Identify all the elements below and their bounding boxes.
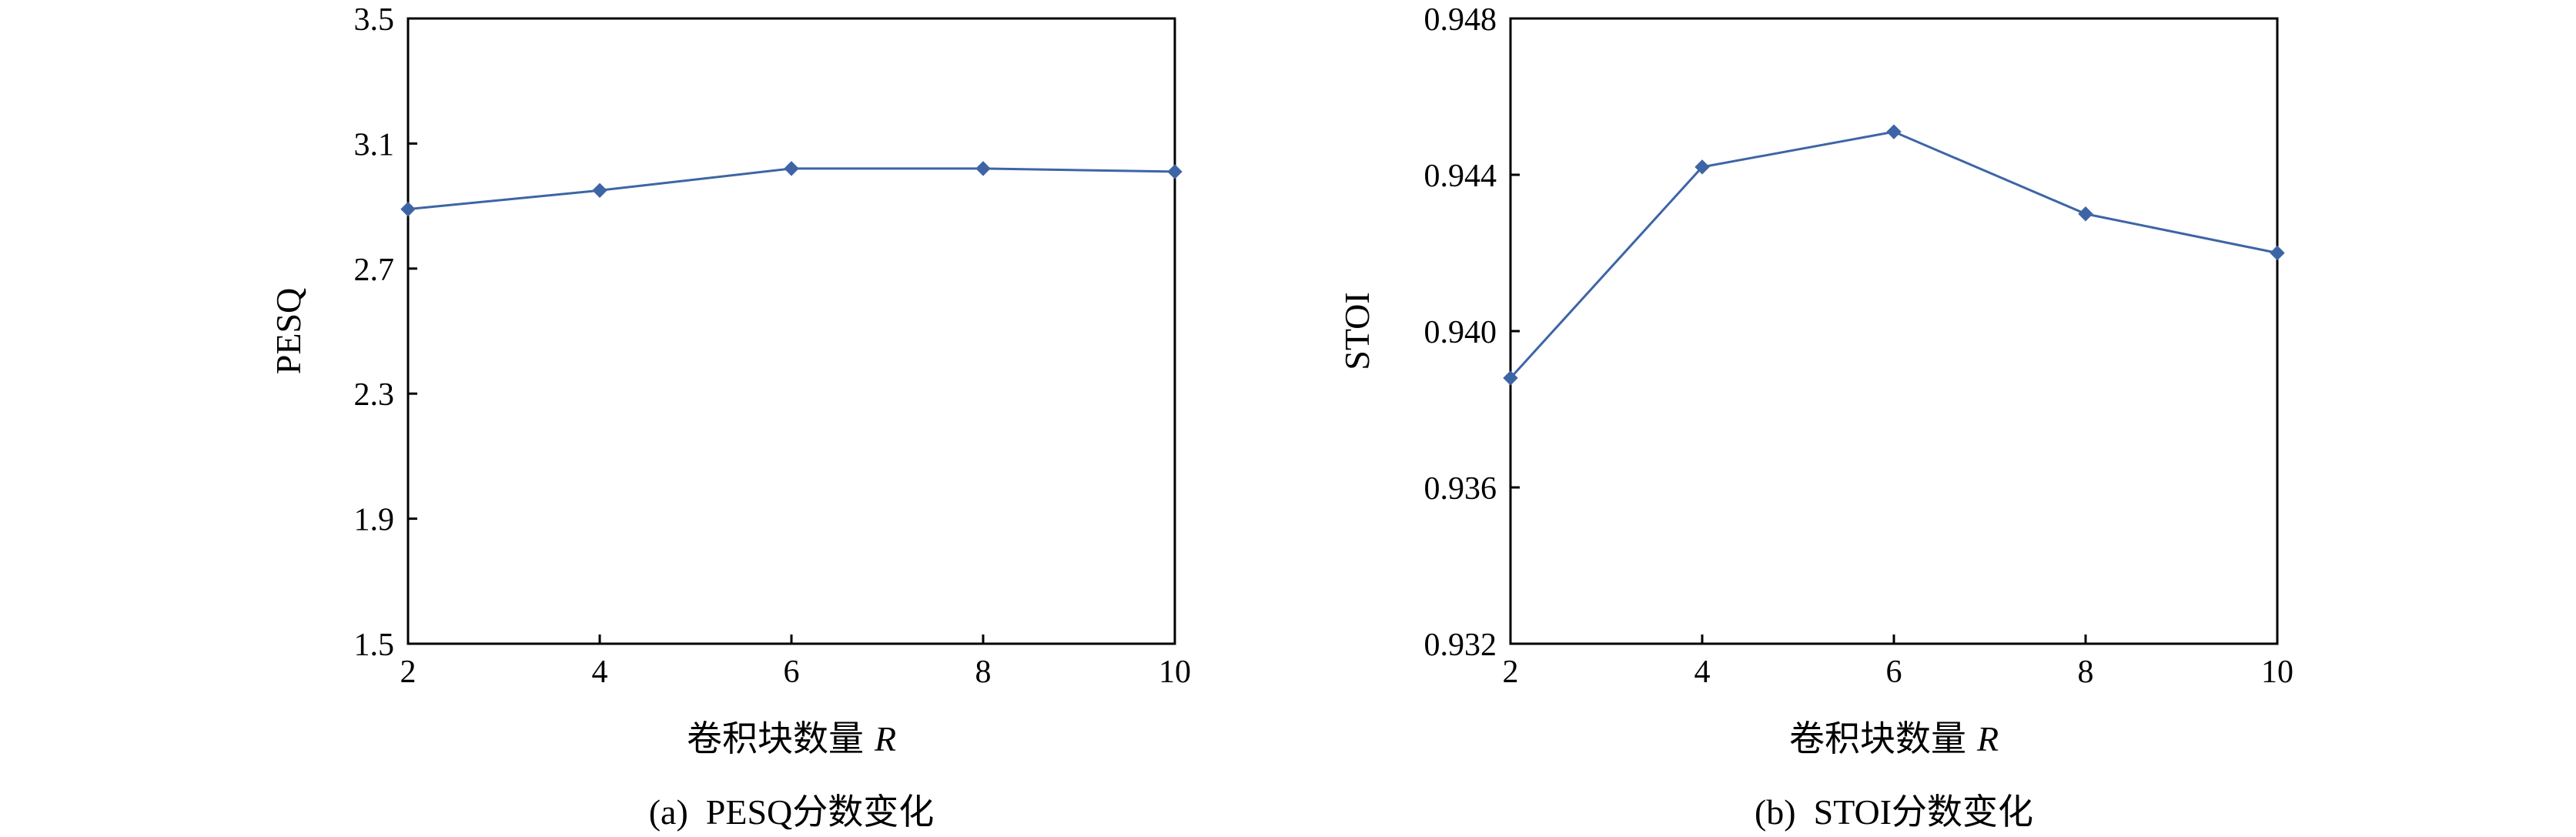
- pesq-x-tick-label: 2: [400, 655, 417, 690]
- stoi-x-axis-title-text: 卷积块数量: [1789, 719, 1966, 758]
- pesq-data-point: [592, 182, 607, 199]
- stoi-x-tick-label: 6: [1886, 655, 1902, 690]
- pesq-y-axis-title: PESQ: [269, 288, 308, 374]
- pesq-data-point: [400, 201, 416, 217]
- stoi-data-point: [1503, 370, 1518, 386]
- stoi-series-line: [1509, 130, 2278, 379]
- pesq-x-axis-title-var: R: [874, 719, 896, 758]
- pesq-y-tick-label: 1.9: [354, 503, 395, 538]
- pesq-y-tick-label: 1.5: [354, 628, 395, 663]
- stoi-y-tick-label: 0.948: [1424, 2, 1497, 38]
- stoi-y-tick-label: 0.932: [1424, 628, 1497, 663]
- stoi-x-tick-label: 4: [1694, 655, 1711, 690]
- pesq-data-point: [784, 161, 799, 176]
- pesq-marks: [400, 161, 1183, 217]
- stoi-x-axis-title: 卷积块数量 R: [1789, 719, 1999, 758]
- pesq-x-axis-title: 卷积块数量 R: [687, 719, 896, 758]
- pesq-y-tick-label: 3.1: [354, 127, 395, 162]
- stoi-marks: [1503, 124, 2285, 386]
- pesq-data-point: [1167, 164, 1183, 179]
- stoi-chart-panel: 2 4 6 8 10 0.932 0.936 0.940 0.944 0.948 STOI 卷积块…: [1337, 2, 2293, 832]
- stoi-y-tick-label: 0.940: [1424, 315, 1497, 350]
- pesq-y-tick-label: 2.7: [354, 253, 395, 288]
- stoi-x-tick-label: 2: [1503, 655, 1519, 690]
- pesq-plot-frame: [406, 17, 1176, 645]
- pesq-x-tick-label: 4: [592, 655, 608, 690]
- stoi-data-point: [2078, 206, 2093, 222]
- stoi-x-tick-label: 8: [2078, 655, 2094, 690]
- pesq-data-point: [975, 161, 991, 176]
- pesq-chart-panel: 2 4 6 8 10 1.5 1.9 2.3 2.7 3.1 3.5 PESQ 卷积块数量 R (a)…: [269, 2, 1191, 832]
- stoi-data-point: [1694, 159, 1710, 175]
- stoi-x-tick-label: 10: [2261, 655, 2293, 690]
- stoi-plot-frame: [1509, 17, 2279, 645]
- stoi-y-tick-label: 0.944: [1424, 159, 1497, 194]
- pesq-x-tick-label: 6: [784, 655, 800, 690]
- stoi-y-axis-title: STOI: [1337, 292, 1377, 370]
- stoi-caption: (b) STOI分数变化: [1755, 792, 2033, 832]
- stoi-y-tick-label: 0.936: [1424, 471, 1497, 507]
- stoi-ticks: 2 4 6 8 10 0.932 0.936 0.940 0.944 0.948: [1424, 2, 2294, 690]
- pesq-ticks: 2 4 6 8 10 1.5 1.9 2.3 2.7 3.1 3.5: [354, 2, 1192, 690]
- stoi-data-point: [1886, 124, 1902, 139]
- pesq-x-axis-title-text: 卷积块数量: [687, 719, 864, 758]
- pesq-y-tick-label: 2.3: [354, 377, 395, 413]
- stoi-x-axis-title-var: R: [1976, 719, 1999, 758]
- pesq-caption: (a) PESQ分数变化: [649, 792, 935, 832]
- stoi-data-point: [2270, 245, 2285, 261]
- pesq-x-tick-label: 8: [975, 655, 992, 690]
- pesq-x-tick-label: 10: [1159, 655, 1191, 690]
- pesq-y-tick-label: 3.5: [354, 2, 395, 38]
